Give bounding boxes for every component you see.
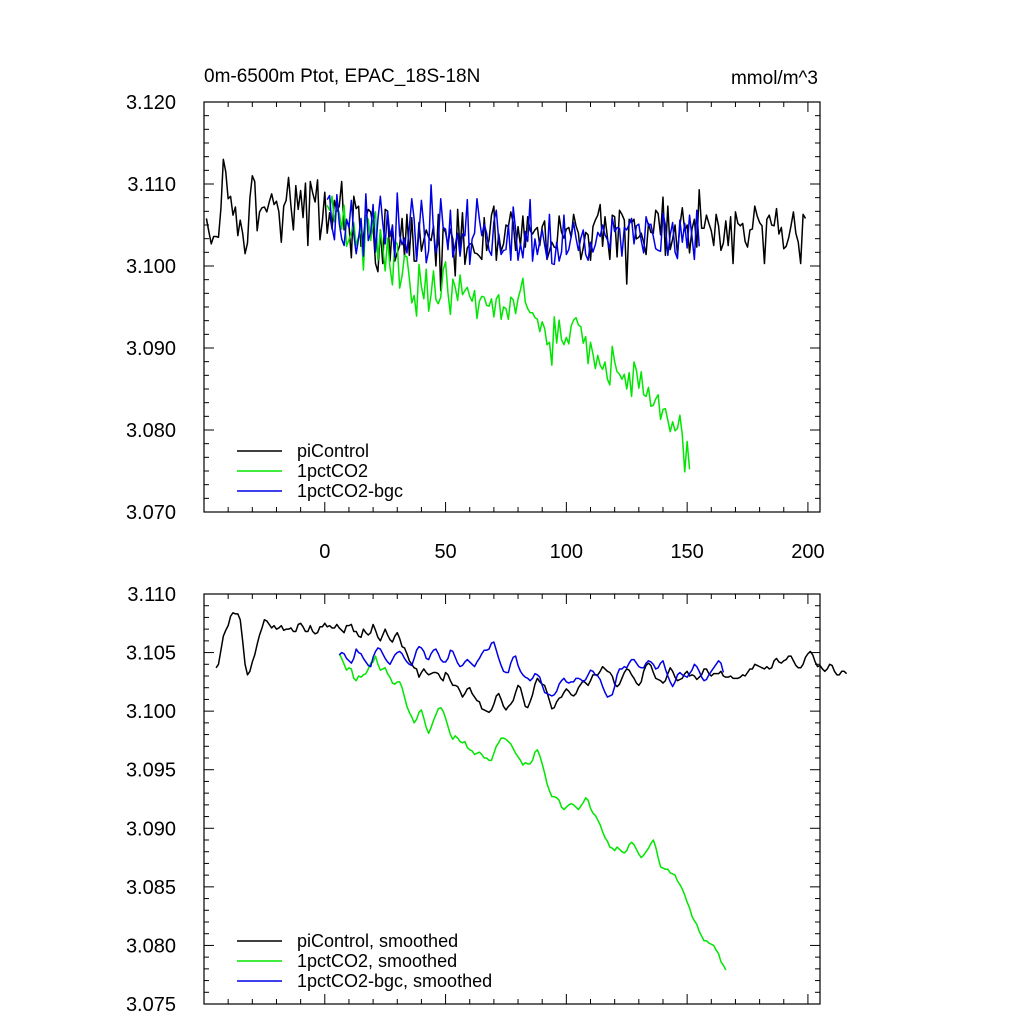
series-group bbox=[205, 158, 807, 473]
legend-label-1pctco2-bgc: 1pctCO2-bgc bbox=[297, 481, 403, 501]
y-tick-label: 3.095 bbox=[126, 760, 176, 782]
y-tick-label: 3.075 bbox=[126, 994, 176, 1016]
series-line-picontrol bbox=[205, 158, 807, 292]
units-label: mmol/m^3 bbox=[731, 68, 818, 89]
plot-frame bbox=[203, 593, 821, 1005]
chart-title: 0m-6500m Ptot, EPAC_18S-18N bbox=[204, 66, 480, 87]
x-tick-label: 100 bbox=[550, 541, 583, 563]
y-tick-label: 3.070 bbox=[126, 502, 176, 524]
x-tick-label: 0 bbox=[319, 541, 330, 563]
y-tick-label: 3.080 bbox=[126, 420, 176, 442]
series-line-1pctco2-smoothed bbox=[338, 653, 727, 971]
series-line-1pctco2-bgc bbox=[326, 184, 700, 266]
series-line-1pctco2 bbox=[326, 195, 691, 473]
y-tick-label: 3.100 bbox=[126, 256, 176, 278]
legend-label-1pctco2: 1pctCO2 bbox=[297, 461, 368, 481]
legend-label-1pctco2-smoothed: 1pctCO2, smoothed bbox=[297, 951, 457, 971]
axes: 3.075 3.080 3.085 3.090 3.095 3.100 3.105 3.110 bbox=[126, 584, 820, 1016]
y-tick-label: 3.110 bbox=[127, 584, 176, 606]
y-tick-label: 3.105 bbox=[126, 643, 176, 665]
axes: 0 50 100 150 200 3.070 3.080 3.090 3.100 3.110 3.1… bbox=[126, 92, 825, 563]
x-tick-label: 50 bbox=[434, 541, 456, 563]
y-tick-label: 3.100 bbox=[126, 701, 176, 723]
legend-label-1pctco2-bgc-smoothed: 1pctCO2-bgc, smoothed bbox=[297, 971, 492, 991]
y-tick-label: 3.090 bbox=[126, 818, 176, 840]
bottom-panel: 3.075 3.080 3.085 3.090 3.095 3.100 3.105 3.110… bbox=[126, 584, 848, 1016]
series-line-picontrol-smoothed bbox=[215, 611, 848, 714]
series-line-1pctco2-bgc-smoothed bbox=[338, 641, 725, 698]
x-tick-label: 150 bbox=[670, 541, 703, 563]
legend-label-picontrol-smoothed: piControl, smoothed bbox=[297, 931, 458, 951]
y-tick-label: 3.120 bbox=[126, 92, 176, 114]
y-tick-label: 3.080 bbox=[126, 935, 176, 957]
y-tick-label: 3.085 bbox=[126, 877, 176, 899]
top-panel: 0 50 100 150 200 3.070 3.080 3.090 3.100 3.110 3.1… bbox=[126, 66, 825, 563]
y-tick-label: 3.110 bbox=[127, 174, 176, 196]
x-tick-label: 200 bbox=[791, 541, 824, 563]
y-tick-label: 3.090 bbox=[126, 338, 176, 360]
legend-label-picontrol: piControl bbox=[297, 441, 369, 461]
series-group bbox=[215, 611, 848, 971]
